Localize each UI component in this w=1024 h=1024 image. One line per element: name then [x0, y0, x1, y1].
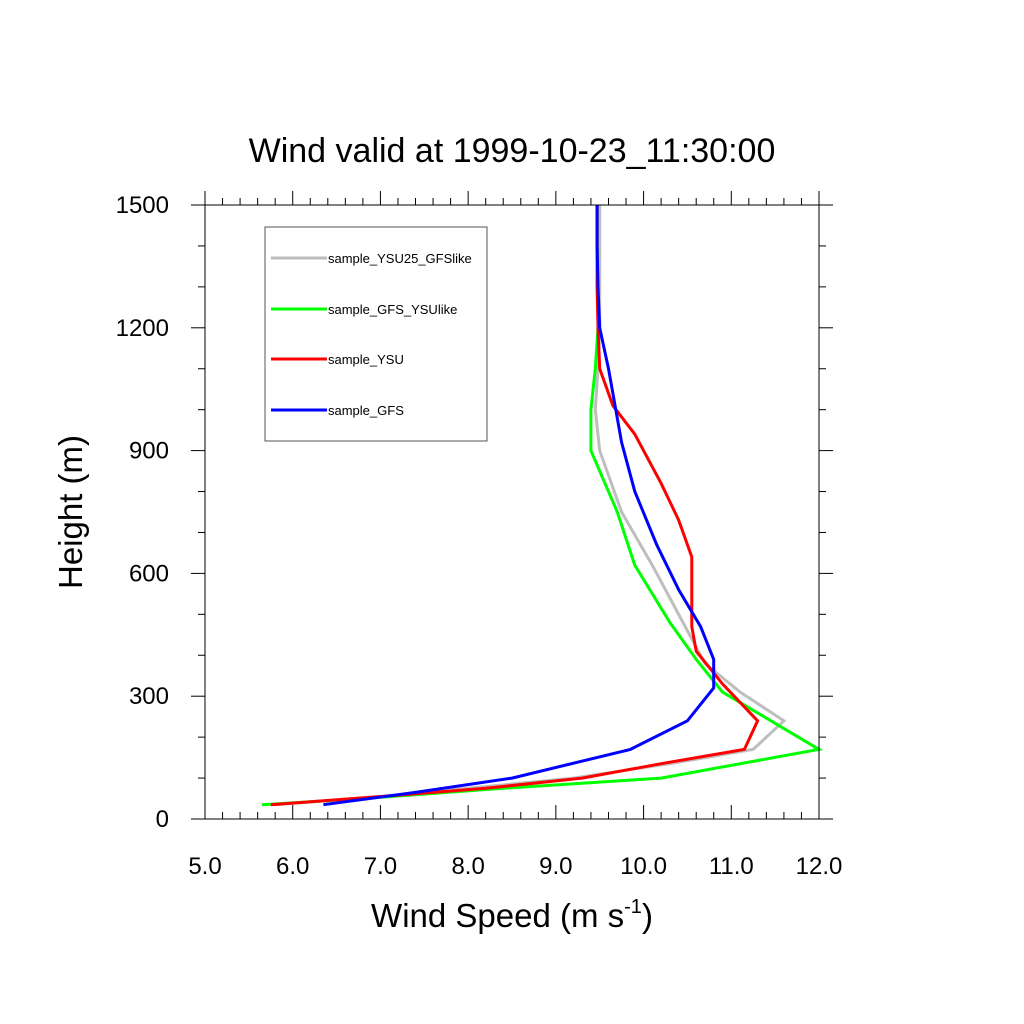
legend-label: sample_GFS — [328, 403, 404, 418]
legend-label: sample_YSU — [328, 352, 404, 367]
x-tick-label: 6.0 — [276, 853, 309, 880]
y-axis-label: Height (m) — [52, 435, 89, 589]
legend: sample_YSU25_GFSlike sample_GFS_YSUlikesa… — [264, 226, 488, 442]
legend-items: sample_YSU25_GFSlike sample_GFS_YSUlikesa… — [271, 251, 472, 418]
y-tick-label: 1500 — [116, 192, 169, 219]
chart-title: Wind valid at 1999-10-23_11:30:00 — [249, 132, 776, 170]
y-tick-label: 900 — [129, 438, 169, 465]
y-tick-label: 0 — [156, 806, 169, 833]
y-tick-label: 300 — [129, 683, 169, 710]
x-tick-label: 12.0 — [796, 853, 843, 880]
series-line-sample_GFS — [323, 205, 716, 807]
x-axis-label-superscript: -1 — [624, 896, 642, 918]
y-tick-label: 1200 — [116, 315, 169, 342]
ticks-layer: 5.0 6.0 7.0 8.0 9.0 10.0 11.0 12.0 0 300 600 900 120… — [116, 191, 843, 880]
x-axis-label: Wind Speed (m s-1) — [371, 896, 653, 934]
series-line-sample_YSU — [270, 205, 760, 807]
x-tick-label: 7.0 — [364, 853, 397, 880]
x-axis-label-main: Wind Speed (m s — [371, 897, 624, 934]
x-axis-label-suffix: ) — [642, 897, 653, 934]
x-tick-label: 10.0 — [620, 853, 667, 880]
legend-label: sample_GFS_YSUlike — [328, 302, 457, 317]
y-tick-label: 600 — [129, 560, 169, 587]
x-tick-label: 9.0 — [539, 853, 572, 880]
plot-frame — [204, 204, 820, 820]
legend-box — [264, 226, 488, 442]
legend-label: sample_YSU25_GFSlike — [328, 251, 472, 266]
x-tick-label: 8.0 — [451, 853, 484, 880]
x-tick-label: 5.0 — [188, 853, 221, 880]
x-tick-label: 11.0 — [709, 853, 754, 880]
series-layer — [261, 205, 824, 807]
